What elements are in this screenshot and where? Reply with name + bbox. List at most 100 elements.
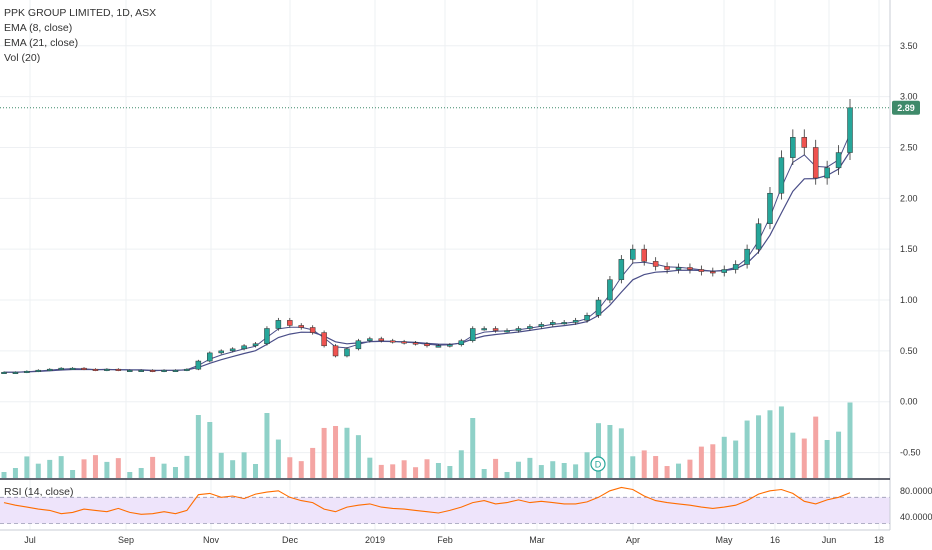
candle-body — [355, 340, 362, 350]
candlesticks — [1, 98, 853, 374]
candle-body — [58, 367, 64, 370]
volume-bar — [138, 468, 144, 478]
candle-body — [447, 344, 453, 347]
candle-body — [309, 327, 316, 333]
candle-body — [492, 328, 499, 331]
volume-bar — [195, 415, 201, 478]
ema-lines — [4, 133, 851, 373]
y-tick-label: 3.50 — [900, 41, 918, 51]
candle-body — [401, 341, 407, 344]
candle-body — [24, 370, 30, 373]
candle-body — [675, 267, 682, 270]
volume-bar — [664, 466, 670, 478]
candle-body — [161, 369, 167, 372]
volume-bar — [321, 427, 327, 478]
candle-body — [664, 266, 670, 270]
legend-ema8: EMA (8, close) — [4, 22, 73, 34]
volume-bar — [253, 464, 259, 478]
volume-bar — [630, 456, 636, 478]
volume-bar — [264, 413, 270, 478]
volume-bar — [801, 438, 807, 478]
x-tick-label: Nov — [203, 535, 220, 545]
candle-body — [641, 248, 647, 262]
volume-bar — [641, 450, 647, 478]
y-tick-label: 1.50 — [900, 244, 918, 254]
volume-bar — [413, 467, 419, 478]
volume-bar — [527, 457, 533, 478]
candle-body — [35, 369, 42, 372]
last-price-tag — [892, 100, 920, 115]
candle-body — [458, 340, 465, 346]
volume-bar — [172, 467, 178, 478]
volume-bar — [504, 472, 510, 478]
candle-body — [561, 322, 567, 325]
volume-bar — [1, 472, 7, 478]
x-tick-label: 2019 — [365, 535, 385, 545]
volume-bar — [310, 447, 316, 478]
candle-body — [767, 192, 773, 224]
volume-bar — [161, 463, 167, 478]
candle-body — [481, 328, 487, 331]
candle-body — [1, 371, 7, 374]
candle-body — [801, 137, 808, 148]
volume-bars — [1, 402, 853, 478]
volume-bar — [778, 406, 784, 478]
volume-bar — [92, 455, 98, 478]
candle-body — [652, 261, 659, 267]
candle-body — [115, 368, 122, 371]
candle-body — [184, 368, 190, 371]
candle-body — [321, 332, 327, 347]
x-tick-label: Sep — [118, 535, 134, 545]
y-tick-label: -0.50 — [900, 448, 921, 458]
candle-body — [287, 320, 293, 326]
candle-body — [367, 338, 373, 341]
candle-body — [298, 325, 304, 328]
volume-bar — [618, 428, 624, 478]
volume-bar — [378, 464, 384, 478]
x-tick-label: Apr — [626, 535, 640, 545]
volume-bar — [836, 431, 842, 478]
candle-body — [218, 350, 224, 354]
dividend-marker-label: D — [595, 460, 602, 470]
candle-body — [195, 360, 202, 370]
candle-body — [69, 367, 76, 370]
x-tick-label: May — [715, 535, 733, 545]
volume-bar — [493, 458, 499, 478]
volume-bar — [538, 465, 544, 478]
x-tick-label: Feb — [437, 535, 453, 545]
volume-bar — [207, 422, 213, 478]
candle-body — [378, 338, 385, 341]
volume-bar — [355, 435, 361, 478]
volume-bar — [710, 444, 716, 478]
volume-bar — [847, 402, 853, 478]
ema21-line — [4, 151, 851, 373]
x-tick-label: Jul — [24, 535, 36, 545]
y-tick-label: 0.50 — [900, 346, 918, 356]
volume-bar — [127, 472, 133, 478]
volume-bar — [767, 410, 773, 478]
volume-bar — [298, 461, 304, 478]
candle-body — [607, 279, 613, 301]
rsi-tick-label: 80.0000 — [900, 486, 932, 496]
volume-bar — [790, 432, 796, 478]
candle-body — [81, 367, 87, 370]
y-tick-label: 3.00 — [900, 92, 918, 102]
volume-bar — [390, 464, 396, 478]
candle-body — [618, 259, 625, 280]
candle-body — [138, 369, 144, 372]
volume-bar — [481, 469, 487, 478]
legend-ema21: EMA (21, close) — [4, 37, 79, 49]
candle-body — [538, 324, 545, 327]
candle-body — [264, 328, 270, 345]
volume-bar — [184, 455, 190, 478]
volume-bar — [687, 459, 693, 478]
volume-bar — [721, 436, 727, 478]
y-tick-label: 2.00 — [900, 193, 918, 203]
candle-body — [824, 167, 830, 179]
candle-body — [389, 340, 396, 343]
y-tick-label: 2.50 — [900, 142, 918, 152]
volume-bar — [676, 463, 682, 478]
rsi-band — [0, 497, 890, 524]
candle-body — [344, 348, 350, 357]
